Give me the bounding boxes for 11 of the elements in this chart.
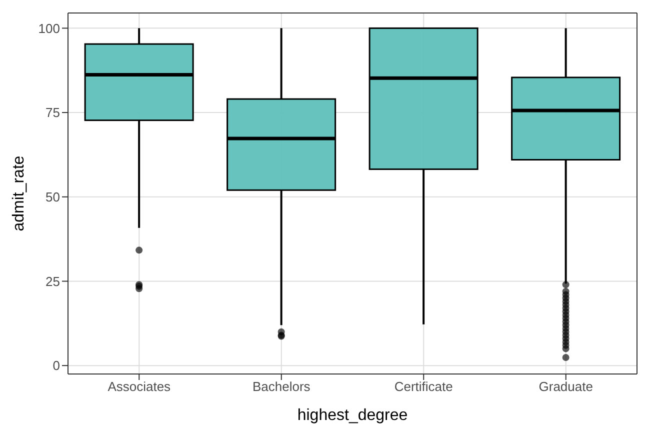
x-tick-label: Associates	[108, 379, 172, 394]
y-tick-label: 50	[46, 189, 60, 204]
y-axis-title: admit_rate	[10, 156, 28, 232]
y-tick-label: 75	[46, 105, 60, 120]
y-tick-label: 100	[38, 20, 60, 36]
x-tick-label: Graduate	[538, 379, 593, 394]
y-tick-label: 0	[52, 358, 60, 374]
x-tick-label: Certificate	[394, 379, 453, 394]
y-tick-label: 25	[46, 274, 60, 289]
x-tick-label: Bachelors	[252, 379, 311, 394]
x-axis-title: highest_degree	[297, 407, 408, 424]
